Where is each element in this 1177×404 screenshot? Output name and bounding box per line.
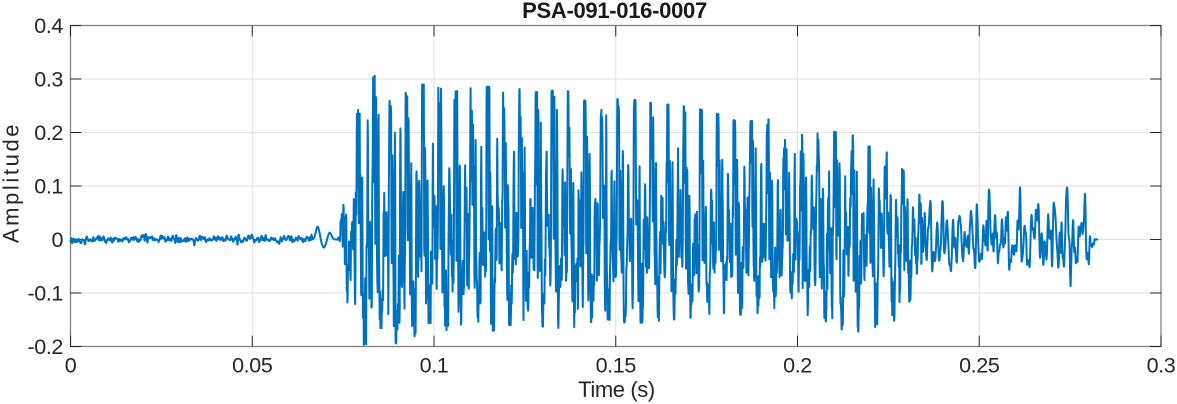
svg-text:0.3: 0.3 bbox=[1147, 354, 1176, 378]
svg-text:0.25: 0.25 bbox=[959, 354, 1000, 378]
svg-text:Amplitude: Amplitude bbox=[0, 122, 24, 243]
svg-text:0: 0 bbox=[51, 228, 63, 252]
svg-text:-0.1: -0.1 bbox=[28, 282, 63, 306]
svg-text:0.1: 0.1 bbox=[420, 354, 449, 378]
svg-text:0.1: 0.1 bbox=[34, 175, 63, 199]
svg-text:0: 0 bbox=[65, 354, 77, 378]
svg-text:PSA-091-016-0007: PSA-091-016-0007 bbox=[522, 0, 707, 23]
svg-text:Time (s): Time (s) bbox=[578, 377, 655, 402]
svg-text:0.4: 0.4 bbox=[34, 14, 63, 38]
svg-text:0.2: 0.2 bbox=[783, 354, 812, 378]
svg-text:0.3: 0.3 bbox=[34, 68, 63, 92]
svg-text:-0.2: -0.2 bbox=[28, 335, 63, 359]
svg-text:0.05: 0.05 bbox=[232, 354, 273, 378]
svg-text:0.15: 0.15 bbox=[596, 354, 637, 378]
svg-text:0.2: 0.2 bbox=[34, 121, 63, 145]
